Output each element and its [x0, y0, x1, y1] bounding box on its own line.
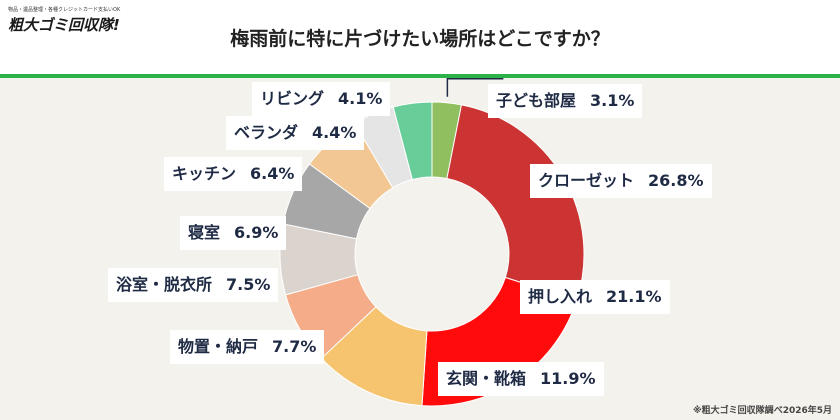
slice-label: ベランダ 4.4% — [226, 116, 365, 150]
donut-slice — [392, 101, 433, 181]
slice-label-name: キッチン — [172, 164, 237, 183]
slice-label: 子ども部屋 3.1% — [488, 84, 643, 118]
slice-label: クローゼット 26.8% — [530, 164, 712, 198]
slice-label: 浴室・脱衣所 7.5% — [108, 268, 279, 302]
slice-label-value: 7.5% — [226, 275, 271, 294]
slice-label: 玄関・靴箱 11.9% — [438, 362, 604, 396]
slice-label-value: 4.1% — [338, 89, 383, 108]
slice-label: リビング 4.1% — [252, 82, 391, 116]
logo-name: 粗大ゴミ回収隊! — [8, 16, 120, 34]
slice-label-value: 11.9% — [540, 369, 596, 388]
slice-label: キッチン 6.4% — [164, 157, 303, 191]
title-band — [0, 0, 840, 74]
donut-slice — [446, 104, 585, 301]
slice-label-name: ベランダ — [234, 123, 299, 142]
leader-line — [446, 78, 504, 97]
slice-label-value: 6.9% — [234, 223, 279, 242]
slice-label-name: 物置・納戸 — [178, 337, 259, 356]
slice-label-name: 玄関・靴箱 — [446, 369, 527, 388]
slice-label-value: 3.1% — [590, 91, 635, 110]
slice-label-name: クローゼット — [538, 171, 635, 190]
brand-logo: 物品・遺品整理・各種クレジットカード支払いOK 粗大ゴミ回収隊! — [8, 6, 148, 36]
chart-title: 梅雨前に特に片づけたい場所はどこですか？ — [230, 28, 610, 50]
slice-label: 寝室 6.9% — [180, 216, 287, 250]
logo-tagline: 物品・遺品整理・各種クレジットカード支払いOK — [8, 7, 121, 13]
slice-label-name: 寝室 — [188, 223, 221, 242]
slice-label-value: 7.7% — [272, 337, 317, 356]
slice-label-value: 21.1% — [606, 287, 662, 306]
accent-divider — [0, 74, 840, 78]
slice-label: 物置・納戸 7.7% — [170, 330, 325, 364]
slice-label: 押し入れ 21.1% — [520, 280, 670, 314]
slice-label-name: 押し入れ — [528, 287, 593, 306]
slice-label-name: 子ども部屋 — [496, 91, 577, 110]
slice-label-value: 26.8% — [648, 171, 704, 190]
slice-label-name: 浴室・脱衣所 — [116, 275, 213, 294]
slice-label-value: 4.4% — [312, 123, 357, 142]
slice-label-name: リビング — [260, 89, 325, 108]
source-note: ※粗大ゴミ回収隊調べ2026年5月 — [692, 406, 832, 416]
slice-label-value: 6.4% — [250, 164, 295, 183]
